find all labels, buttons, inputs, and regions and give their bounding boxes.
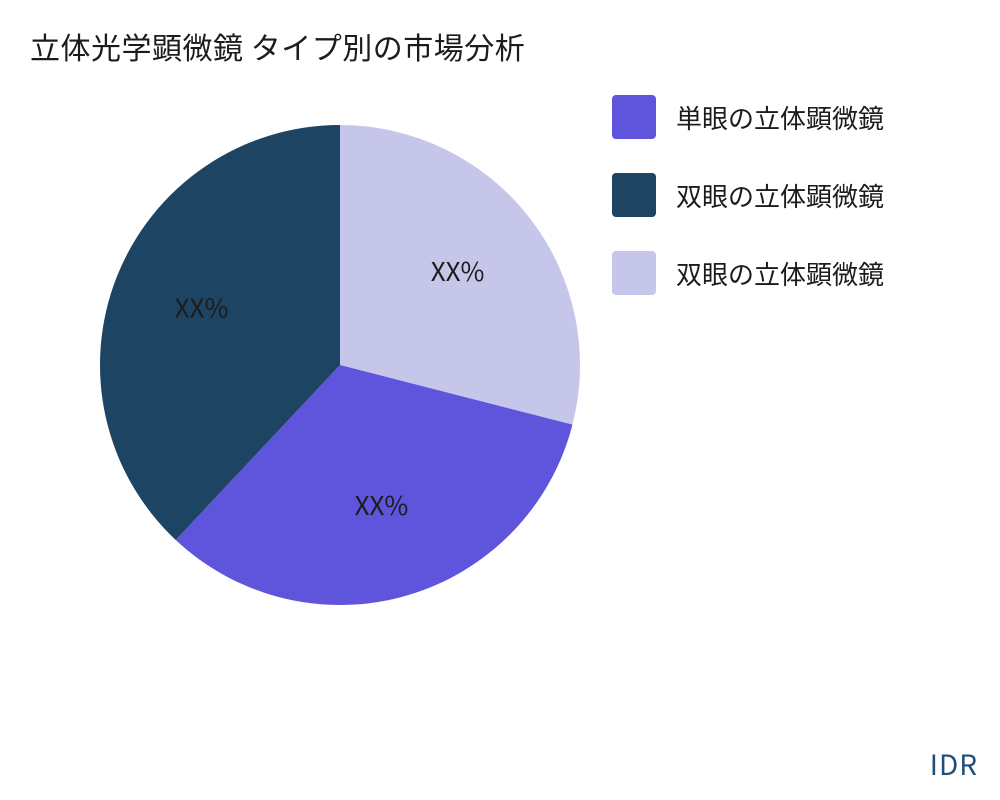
pie-chart: XX% XX% XX% <box>100 125 580 605</box>
pie-slice-label-1: XX% <box>355 486 409 523</box>
legend-swatch-1 <box>612 173 656 217</box>
legend-label-2: 双眼の立体顕微鏡 <box>676 255 884 292</box>
pie-slice-label-2: XX% <box>175 288 229 325</box>
watermark: IDR <box>930 744 978 784</box>
legend-item-1: 双眼の立体顕微鏡 <box>612 173 884 217</box>
legend-item-0: 単眼の立体顕微鏡 <box>612 95 884 139</box>
legend-swatch-0 <box>612 95 656 139</box>
legend-label-1: 双眼の立体顕微鏡 <box>676 177 884 214</box>
legend: 単眼の立体顕微鏡双眼の立体顕微鏡双眼の立体顕微鏡 <box>612 95 884 295</box>
legend-swatch-2 <box>612 251 656 295</box>
chart-title: 立体光学顕微鏡 タイプ別の市場分析 <box>30 24 525 68</box>
legend-item-2: 双眼の立体顕微鏡 <box>612 251 884 295</box>
pie-slice-label-0: XX% <box>431 252 485 289</box>
legend-label-0: 単眼の立体顕微鏡 <box>676 99 884 136</box>
